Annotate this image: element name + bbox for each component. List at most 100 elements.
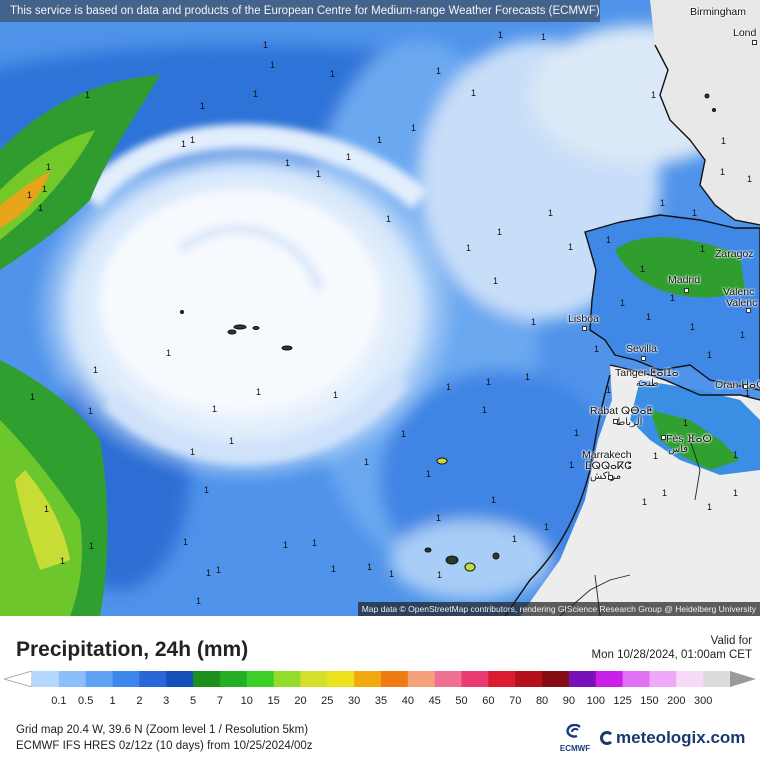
city-label-rabat: Rabat ⵕⴱⴰⵟ (590, 405, 653, 417)
city-marker-lisboa (582, 326, 587, 331)
contour-label: 1 (330, 69, 335, 79)
scale-swatch (112, 671, 140, 687)
contour-label: 1 (606, 235, 611, 245)
contour-label: 1 (88, 406, 93, 416)
contour-label: 1 (651, 90, 656, 100)
contour-label: 1 (733, 450, 738, 460)
heavy-precip-west (0, 75, 160, 616)
contour-label: 1 (200, 101, 205, 111)
scale-swatch (354, 671, 382, 687)
contour-label: 1 (548, 208, 553, 218)
contour-label: 1 (263, 40, 268, 50)
contour-label: 1 (733, 488, 738, 498)
contour-label: 1 (206, 568, 211, 578)
contour-label: 1 (569, 460, 574, 470)
scale-swatch (300, 671, 328, 687)
contour-label: 1 (367, 562, 372, 572)
scale-swatch (434, 671, 463, 687)
scale-swatch (703, 671, 731, 687)
scale-swatch (515, 671, 543, 687)
ecmwf-notice-banner: This service is based on data and produc… (0, 0, 600, 22)
contour-label: 1 (60, 556, 65, 566)
city-label-marrakech: Marrakech (582, 449, 632, 461)
contour-label: 1 (544, 522, 549, 532)
contour-label: 1 (707, 502, 712, 512)
city-label-marrakech-arabic: مراكش (590, 471, 622, 482)
scale-tick-label: 200 (667, 695, 686, 707)
meteologix-icon (600, 731, 614, 745)
scale-swatch (622, 671, 650, 687)
scale-tick-label: 1 (109, 695, 116, 707)
contour-label: 1 (683, 418, 688, 428)
scale-swatch (58, 671, 87, 687)
land (504, 0, 760, 616)
contour-label: 1 (653, 451, 658, 461)
city-marker-marrakech (608, 475, 613, 480)
scale-swatch (542, 671, 570, 687)
city-label-fes-arabic: فاس (668, 444, 689, 455)
contour-label: 1 (512, 534, 517, 544)
city-label-sevilla: Sevilla (626, 343, 657, 355)
contour-label: 1 (606, 385, 611, 395)
scale-swatch (273, 671, 301, 687)
contour-label: 1 (196, 596, 201, 606)
contour-label: 1 (44, 504, 49, 514)
contour-label: 1 (620, 298, 625, 308)
scale-tick-label: 80 (535, 695, 549, 707)
contour-label: 1 (38, 203, 43, 213)
contour-label: 1 (745, 388, 750, 398)
contour-label: 1 (270, 60, 275, 70)
contour-label: 1 (700, 244, 705, 254)
contour-label: 1 (190, 447, 195, 457)
contour-label: 1 (312, 538, 317, 548)
scale-tick-label: 40 (401, 695, 414, 707)
contour-label: 1 (386, 214, 391, 224)
contour-label: 1 (568, 242, 573, 252)
model-info: ECMWF IFS HRES 0z/12z (10 days) from 10/… (16, 740, 313, 752)
legend-panel: Precipitation, 24h (mm) Valid for Mon 10… (0, 616, 760, 760)
city-label-valencia-2: Valenc (726, 297, 758, 309)
contour-labels: 1 1 1 1 1 1 1 1 1 1 1 1 1 1 1 1 1 1 1 1 1 1 1 1 1 1 1 1 1 1 1 1 1 1 1 1 1 1 1 1… (27, 30, 752, 606)
ecmwf-logo[interactable]: ECMWF (558, 724, 592, 754)
city-label-birmingham: Birmingham (690, 6, 747, 18)
scale-tick-label: 7 (216, 695, 223, 707)
scale-swatch (676, 671, 704, 687)
city-label-lisboa: Lisboa (568, 313, 599, 325)
contour-label: 1 (204, 485, 209, 495)
contour-label: 1 (256, 387, 261, 397)
city-label-london: Lond (733, 27, 757, 39)
contour-label: 1 (166, 348, 171, 358)
city-label-valencia: Valenc (723, 286, 755, 298)
color-scale-ticks: 0.1 0.5 1 2 3 5 7 10 15 20 25 30 35 40 45 50 60 70 80 90 100… (0, 695, 760, 709)
meteologix-logo[interactable]: meteologix.com (600, 728, 745, 748)
scale-swatch (193, 671, 221, 687)
scale-tick-label: 70 (509, 695, 522, 707)
contour-label: 1 (491, 495, 496, 505)
cyclone-swirl (30, 124, 460, 485)
contour-label: 1 (253, 89, 258, 99)
city-marker-rabat (613, 419, 618, 424)
scale-swatch (139, 671, 167, 687)
scale-tick-label: 15 (267, 695, 280, 707)
scale-tick-label: 25 (321, 695, 334, 707)
scale-swatch (327, 671, 355, 687)
contour-label: 1 (181, 139, 186, 149)
scale-tick-label: 90 (562, 695, 576, 707)
grid-info: Grid map 20.4 W, 39.6 N (Zoom level 1 / … (16, 724, 309, 736)
contour-label: 1 (333, 390, 338, 400)
contour-label: 1 (93, 365, 98, 375)
precipitation-map[interactable]: 1 1 1 1 1 1 1 1 1 1 1 1 1 1 1 1 1 1 1 1 1 1 1 1 1 1 1 1 1 1 1 1 1 1 1 1 1 1 1 1… (0, 0, 760, 616)
contour-label: 1 (331, 564, 336, 574)
contour-label: 1 (89, 541, 94, 551)
contour-label: 1 (471, 88, 476, 98)
contour-label: 1 (720, 167, 725, 177)
city-marker-madrid (684, 288, 689, 293)
city-label-fes: Fès ⴼⴰⵙ (666, 433, 712, 445)
contour-label: 1 (229, 436, 234, 446)
scale-swatch (32, 671, 60, 687)
contour-label: 1 (482, 405, 487, 415)
scale-tick-label: 3 (163, 695, 170, 707)
scale-low-arrow (4, 671, 33, 687)
scale-tick-label: 150 (640, 695, 659, 707)
city-marker-valencia (746, 308, 751, 313)
